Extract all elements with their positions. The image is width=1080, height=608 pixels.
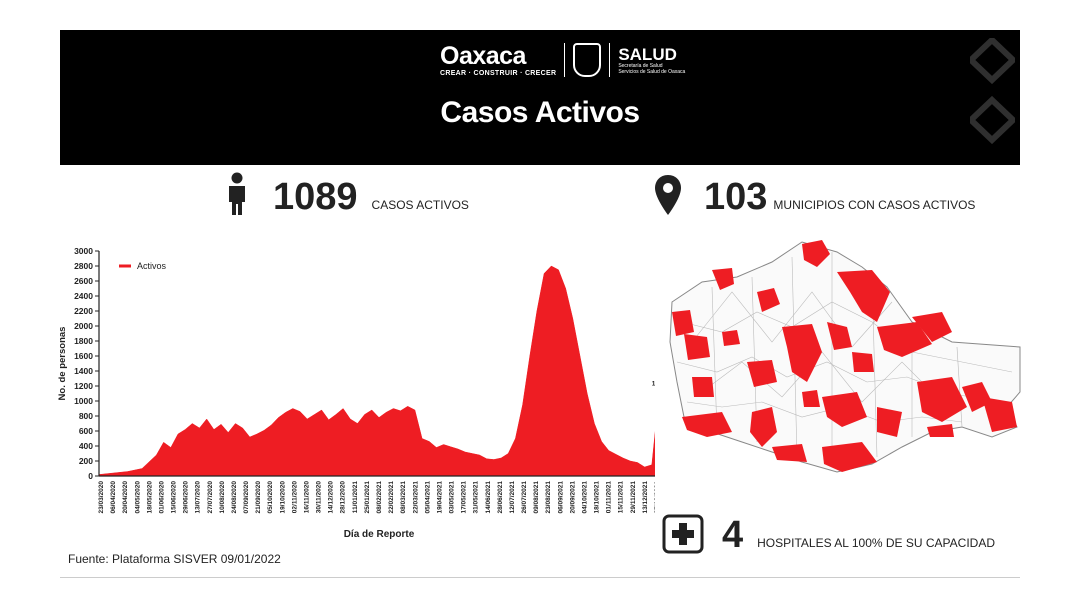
x-tick-label: 01/06/2020 [158,481,165,514]
x-axis-title: Día de Reporte [344,529,415,540]
x-tick-label: 06/04/2020 [110,481,117,514]
y-tick-label: 200 [79,456,93,466]
oaxaca-logo: Oaxaca CREAR · CONSTRUIR · CRECER [440,41,557,77]
x-tick-label: 01/11/2021 [606,481,613,514]
page-title: Casos Activos [440,96,640,129]
y-tick-label: 2800 [74,261,93,271]
header-banner [60,30,1020,165]
x-tick-label: 16/11/2020 [304,481,311,514]
oaxaca-logo-tagline: CREAR · CONSTRUIR · CRECER [440,69,557,77]
state-seal-icon [573,43,602,77]
municipalities-value: 103 [704,176,768,218]
x-tick-label: 22/02/2021 [388,481,395,514]
logo-divider [564,43,566,77]
y-tick-label: 0 [88,471,93,481]
decorative-diamonds-icon [970,38,1015,145]
salud-subtitle-2: Servicios de Salud de Oaxaca [618,68,686,75]
hospital-cross-icon [662,514,704,554]
x-tick-label: 08/02/2021 [376,481,383,514]
logo-row: Oaxaca CREAR · CONSTRUIR · CRECER SALUD … [440,40,685,80]
y-tick-label: 2000 [74,321,93,331]
x-tick-label: 04/10/2021 [582,481,589,514]
municipalities-stat: 103 MUNICIPIOS CON CASOS ACTIVOS [654,174,975,216]
x-tick-label: 07/09/2020 [243,481,250,514]
x-tick-label: 13/07/2020 [195,481,202,514]
x-tick-label: 17/05/2021 [461,481,468,514]
x-tick-label: 18/10/2021 [594,481,601,514]
x-tick-label: 14/06/2021 [485,481,492,514]
x-tick-label: 10/08/2020 [219,481,226,514]
x-tick-label: 30/11/2020 [316,481,323,514]
x-tick-label: 28/12/2020 [340,481,347,514]
active-cases-stat: 1089 CASOS ACTIVOS [225,172,469,216]
x-tick-label: 31/05/2021 [473,481,480,514]
y-tick-label: 600 [79,426,93,436]
x-tick-label: 14/12/2020 [328,481,335,514]
salud-title: SALUD [618,44,677,64]
x-tick-label: 20/09/2021 [569,481,576,514]
x-tick-label: 05/04/2021 [424,481,431,514]
active-cases-value: 1089 [273,176,358,218]
y-tick-label: 2600 [74,276,93,286]
x-tick-label: 27/12/2021 [654,481,655,514]
x-tick-label: 20/04/2020 [122,481,129,514]
x-tick-label: 13/12/2021 [642,481,649,514]
oaxaca-logo-text: Oaxaca [440,41,526,70]
salud-subtitle-1: Secretaría de Salud [618,62,663,69]
x-tick-label: 29/06/2020 [183,481,190,514]
x-tick-label: 22/03/2021 [412,481,419,514]
x-tick-label: 05/10/2020 [267,481,274,514]
x-tick-label: 25/01/2021 [364,481,371,514]
x-tick-label: 29/11/2021 [630,481,637,514]
source-footnote: Fuente: Plataforma SISVER 09/01/2022 [68,552,281,566]
x-tick-label: 15/06/2020 [171,481,178,514]
x-tick-label: 23/03/2020 [98,481,105,514]
hospitals-value: 4 [722,514,744,556]
municipalities-label: MUNICIPIOS CON CASOS ACTIVOS [773,198,976,212]
y-tick-label: 1200 [74,381,93,391]
x-tick-label: 18/05/2020 [146,481,153,514]
y-tick-label: 3000 [74,246,93,256]
x-tick-label: 04/05/2020 [134,481,141,514]
x-tick-label: 03/05/2021 [449,481,456,514]
x-tick-label: 26/07/2021 [521,481,528,514]
x-tick-label: 19/10/2020 [279,481,286,514]
y-tick-label: 1800 [74,336,93,346]
x-tick-label: 09/08/2021 [533,481,540,514]
x-tick-label: 24/08/2020 [231,481,238,514]
person-icon [229,172,245,215]
y-tick-label: 800 [79,411,93,421]
x-tick-label: 27/07/2020 [207,481,214,514]
oaxaca-municipalities-map [669,240,1021,473]
bottom-divider [60,577,1020,578]
x-tick-label: 28/06/2021 [497,481,504,514]
y-tick-label: 2200 [74,306,93,316]
x-tick-label: 12/07/2021 [509,481,516,514]
x-tick-label: 08/03/2021 [400,481,407,514]
end-value-label: 1089 [652,380,655,387]
x-tick-label: 19/04/2021 [436,481,443,514]
x-tick-label: 15/11/2021 [618,481,625,514]
legend-label: Activos [137,261,167,271]
x-tick-label: 23/08/2021 [545,481,552,514]
map-pin-icon [655,175,681,215]
x-tick-label: 02/11/2020 [291,481,298,514]
y-tick-label: 1400 [74,366,93,376]
x-tick-label: 11/01/2021 [352,481,359,514]
active-cases-chart: 0 200 400 600 800 1000 1200 1400 1600 1800 2000 220… [57,246,655,540]
affected-municipalities [672,240,1017,472]
y-tick-label: 2400 [74,291,93,301]
y-axis-title: No. de personas [57,327,68,401]
y-tick-label: 1600 [74,351,93,361]
salud-logo: SALUD Secretaría de Salud Servicios de S… [618,46,685,75]
x-tick-label: 06/09/2021 [557,481,564,514]
active-cases-label: CASOS ACTIVOS [371,198,469,212]
y-tick-label: 400 [79,441,93,451]
hospitals-stat: 4 HOSPITALES AL 100% DE SU CAPACIDAD [662,514,995,554]
y-tick-label: 1000 [74,396,93,406]
series-activos-area [98,265,655,477]
x-tick-label: 21/09/2020 [255,481,262,514]
hospitals-label: HOSPITALES AL 100% DE SU CAPACIDAD [757,536,996,550]
logo-divider [609,43,611,77]
